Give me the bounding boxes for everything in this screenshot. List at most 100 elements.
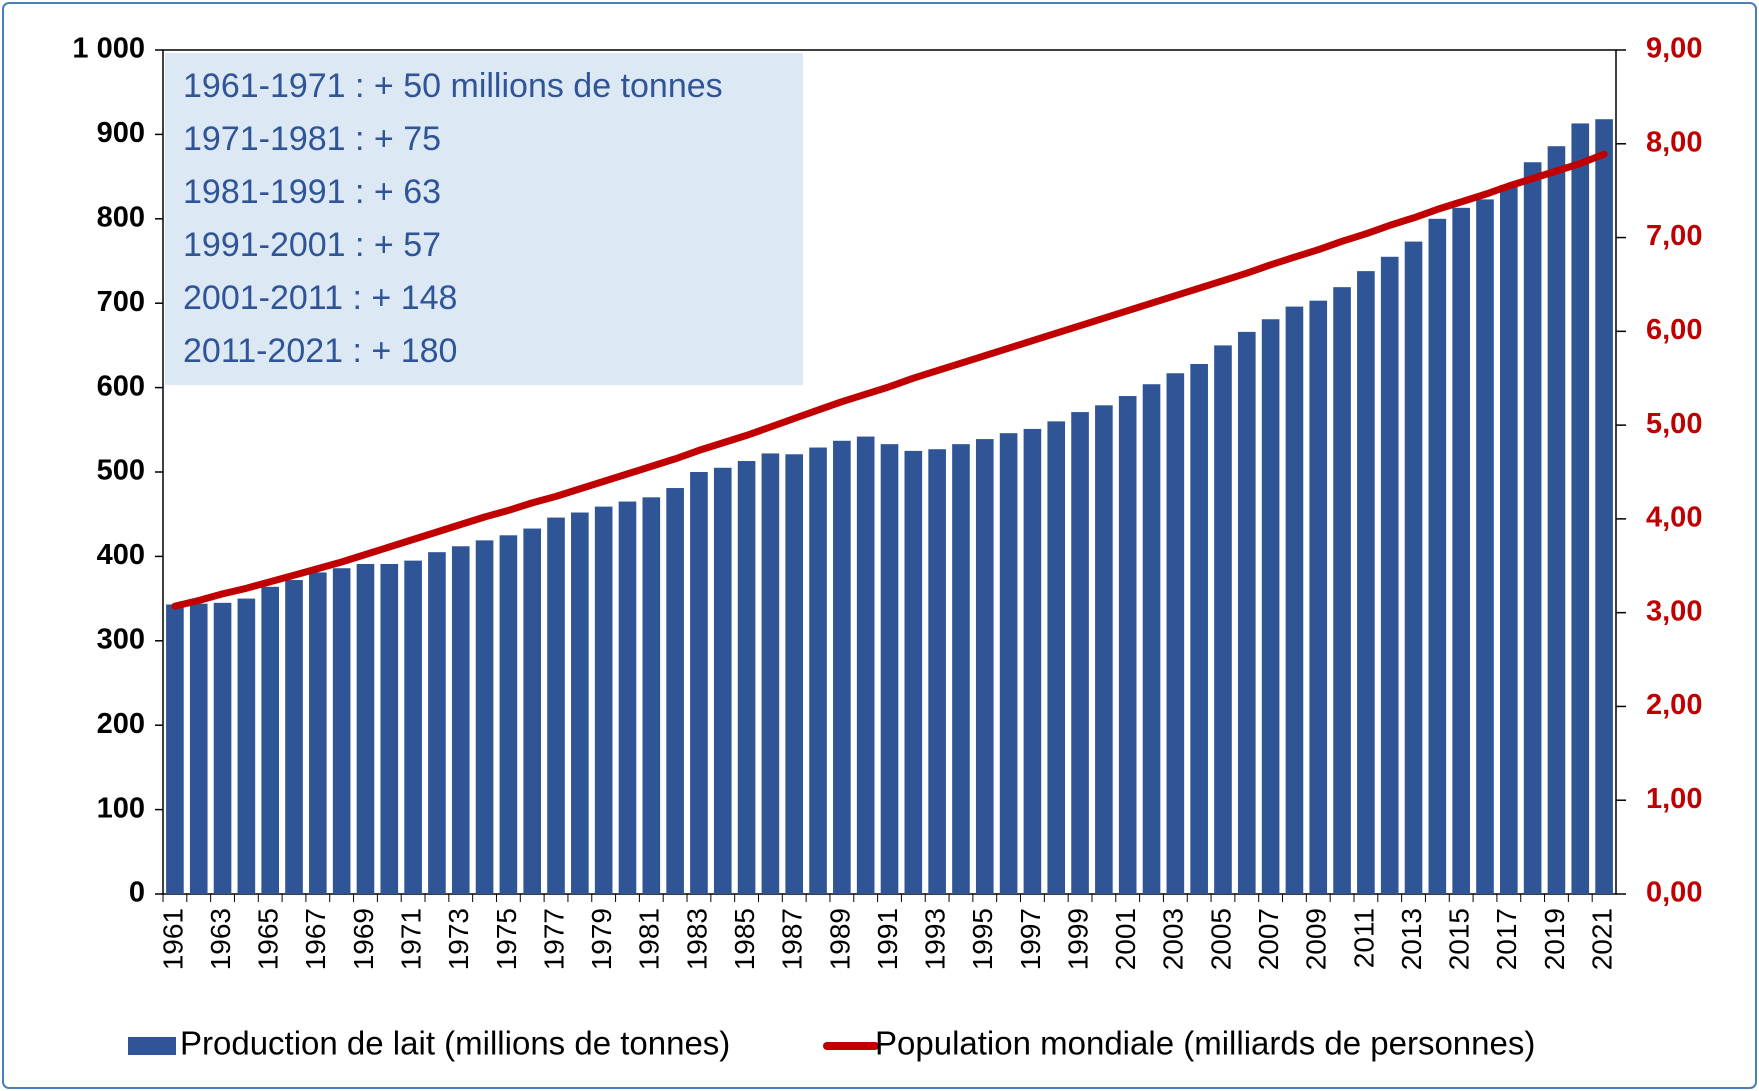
bar bbox=[285, 580, 303, 894]
x-tick-label: 1975 bbox=[491, 908, 522, 970]
x-tick-label: 1965 bbox=[253, 908, 284, 970]
y-tick-label: 400 bbox=[97, 539, 145, 571]
x-tick-label: 2005 bbox=[1205, 908, 1236, 970]
y-tick-label: 300 bbox=[97, 623, 145, 655]
x-tick-label: 2017 bbox=[1491, 908, 1522, 970]
bar bbox=[594, 506, 613, 894]
y2-tick-label: 3,00 bbox=[1646, 595, 1702, 627]
bar bbox=[1404, 241, 1423, 894]
bar bbox=[618, 501, 637, 894]
bar bbox=[1476, 199, 1494, 894]
bar bbox=[1380, 256, 1399, 894]
x-tick-label: 1977 bbox=[538, 908, 569, 970]
annotation-box bbox=[165, 53, 803, 385]
x-tick-label: 1981 bbox=[634, 908, 665, 970]
bar bbox=[332, 568, 351, 894]
bar bbox=[975, 439, 994, 894]
y2-tick-label: 5,00 bbox=[1646, 408, 1702, 440]
bar bbox=[547, 517, 565, 894]
bar bbox=[475, 540, 494, 894]
bar bbox=[1142, 384, 1161, 894]
bar bbox=[1047, 421, 1066, 894]
y-tick-label: 900 bbox=[97, 117, 145, 149]
annotation: 1971-1981 : + 75 bbox=[183, 120, 441, 158]
x-tick-label: 2015 bbox=[1444, 908, 1475, 970]
bar bbox=[189, 603, 208, 894]
bar bbox=[451, 546, 470, 894]
bar bbox=[1595, 119, 1613, 894]
bar bbox=[261, 586, 280, 894]
y-tick-label: 0 bbox=[129, 877, 145, 909]
x-tick-label: 1961 bbox=[157, 908, 188, 970]
bar bbox=[642, 497, 661, 894]
bar bbox=[166, 604, 184, 894]
bar bbox=[904, 450, 923, 894]
annotation: 1961-1971 : + 50 millions de tonnes bbox=[183, 67, 723, 105]
bar bbox=[404, 560, 422, 894]
bar bbox=[1071, 412, 1089, 894]
bar bbox=[1023, 428, 1042, 894]
x-tick-label: 1995 bbox=[967, 908, 998, 970]
bar bbox=[309, 572, 327, 894]
x-tick-label: 2013 bbox=[1396, 908, 1427, 970]
y-tick-label: 600 bbox=[97, 370, 145, 402]
line bbox=[171, 150, 1608, 610]
x-tick-label: 1993 bbox=[920, 908, 951, 970]
bar bbox=[1095, 405, 1113, 894]
x-tick-label: 1987 bbox=[777, 908, 808, 970]
bar bbox=[928, 449, 946, 894]
bar bbox=[713, 467, 732, 894]
y2-tick-label: 7,00 bbox=[1646, 220, 1702, 252]
y2-tick-label: 4,00 bbox=[1646, 502, 1702, 534]
bar bbox=[809, 447, 827, 894]
y-tick-label: 200 bbox=[97, 708, 145, 740]
x-tick-label: 2003 bbox=[1158, 908, 1189, 970]
x-tick-label: 2007 bbox=[1253, 908, 1284, 970]
legend-swatch bbox=[128, 1037, 176, 1055]
bar bbox=[761, 453, 780, 894]
y2-tick-label: 8,00 bbox=[1646, 126, 1702, 158]
bar bbox=[237, 598, 256, 894]
bar bbox=[737, 461, 756, 894]
legend-label: Population mondiale (milliards de person… bbox=[875, 1025, 1535, 1062]
x-tick-label: 1989 bbox=[824, 908, 855, 970]
y-tick-label: 1 000 bbox=[72, 33, 145, 65]
bar bbox=[1285, 306, 1304, 894]
bar bbox=[1333, 287, 1351, 894]
x-tick-label: 1985 bbox=[729, 908, 760, 970]
bar bbox=[999, 433, 1018, 894]
bar bbox=[1428, 218, 1447, 895]
x-tick-label: 1997 bbox=[1015, 908, 1046, 970]
bar bbox=[213, 602, 232, 894]
bar bbox=[952, 444, 970, 894]
bar bbox=[666, 488, 684, 894]
x-tick-label: 1963 bbox=[205, 908, 236, 970]
x-tick-label: 2021 bbox=[1586, 908, 1617, 970]
x-tick-label: 1971 bbox=[395, 908, 426, 970]
bar bbox=[1309, 300, 1328, 895]
bar bbox=[428, 552, 446, 894]
x-tick-label: 2001 bbox=[1110, 908, 1141, 970]
bar bbox=[1547, 146, 1566, 894]
bar bbox=[1166, 373, 1185, 894]
annotation: 2011-2021 : + 180 bbox=[183, 332, 457, 370]
bar bbox=[880, 444, 899, 894]
y2-tick-label: 9,00 bbox=[1646, 33, 1702, 65]
y2-tick-label: 1,00 bbox=[1646, 783, 1702, 815]
x-tick-label: 2009 bbox=[1301, 908, 1332, 970]
bar bbox=[380, 563, 399, 894]
bar bbox=[1118, 396, 1137, 894]
x-tick-label: 1967 bbox=[300, 908, 331, 970]
bar bbox=[1523, 162, 1542, 894]
y2-tick-label: 6,00 bbox=[1646, 314, 1702, 346]
bar bbox=[690, 472, 708, 894]
y2-tick-label: 0,00 bbox=[1646, 877, 1702, 909]
x-tick-label: 1973 bbox=[443, 908, 474, 970]
bar bbox=[1357, 271, 1375, 894]
y-tick-label: 500 bbox=[97, 455, 145, 487]
x-tick-label: 2011 bbox=[1348, 908, 1379, 968]
bar bbox=[785, 454, 804, 894]
bar bbox=[571, 512, 589, 894]
